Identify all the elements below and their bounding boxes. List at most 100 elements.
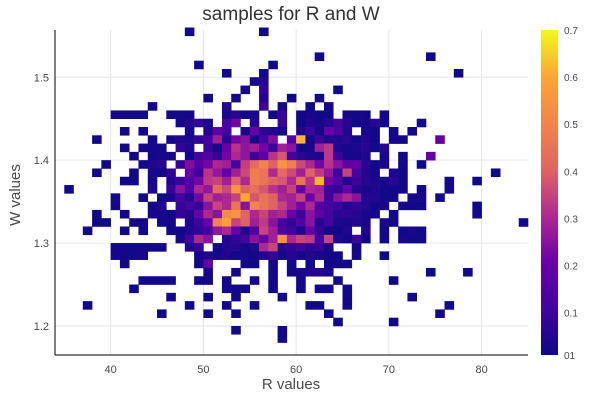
heatmap-cell (175, 193, 186, 202)
heatmap-cell (268, 151, 278, 161)
heatmap-cell (231, 193, 241, 202)
heatmap-cell (212, 143, 223, 153)
heatmap-cell (361, 185, 371, 194)
heatmap-cell (119, 143, 130, 153)
heatmap-cell (259, 251, 269, 260)
heatmap-cell (110, 243, 121, 252)
heatmap-cell (147, 160, 158, 169)
heatmap-cell (194, 118, 204, 128)
heatmap-cell (379, 160, 390, 169)
heatmap-cell (231, 218, 241, 227)
heatmap-cell (221, 143, 232, 153)
heatmap-cell (286, 168, 297, 178)
heatmap-cell (119, 259, 130, 269)
heatmap-cell (277, 110, 288, 120)
heatmap-cell (203, 218, 213, 227)
heatmap-cell (398, 135, 408, 144)
heatmap-cell (314, 301, 325, 310)
heatmap-cell (305, 185, 315, 194)
heatmap-cell (277, 143, 288, 153)
heatmap-cell (184, 234, 195, 244)
heatmap-cell (249, 110, 260, 120)
heatmap-cell (398, 168, 408, 178)
heatmap-cell (249, 301, 260, 310)
heatmap-cell (416, 160, 427, 169)
heatmap-cell (425, 267, 436, 277)
heatmap-cell (231, 151, 241, 161)
heatmap-cell (342, 226, 353, 236)
x-tick-label: 50 (197, 364, 209, 376)
heatmap-cell (184, 209, 195, 219)
heatmap-cell (379, 118, 390, 128)
heatmap-cell (490, 168, 501, 178)
heatmap-cell (212, 176, 223, 186)
heatmap-cell (333, 234, 343, 244)
heatmap-cell (259, 243, 269, 252)
heatmap-cell (203, 259, 213, 269)
heatmap-cell (379, 234, 390, 244)
heatmap-cell (259, 234, 269, 244)
heatmap-cell (351, 201, 362, 211)
heatmap-cell (323, 135, 334, 144)
x-tick-label: 70 (383, 364, 395, 376)
heatmap-cell (342, 259, 353, 269)
heatmap-cell (305, 218, 315, 227)
heatmap-cell (305, 193, 315, 202)
heatmap-cell (221, 102, 232, 111)
x-tick-label: 40 (105, 364, 117, 376)
heatmap-cell (184, 110, 195, 120)
heatmap-cell (268, 127, 278, 136)
heatmap-cell (138, 243, 149, 252)
heatmap-cell (314, 234, 325, 244)
heatmap-cell (286, 185, 297, 194)
heatmap-cell (314, 135, 325, 144)
heatmap-cell (240, 243, 251, 252)
heatmap-cell (221, 176, 232, 186)
heatmap-cell (157, 160, 167, 169)
heatmap-cell (323, 110, 334, 120)
heatmap-cell (305, 259, 315, 269)
heatmap-cell (314, 193, 325, 202)
heatmap-cell (231, 135, 241, 144)
heatmap-cell (268, 143, 278, 153)
heatmap-cell (157, 309, 167, 318)
heatmap-cell (314, 201, 325, 211)
heatmap-cell (166, 135, 176, 144)
heatmap-cell (361, 176, 371, 186)
heatmap-cell (268, 201, 278, 211)
heatmap-cell (240, 234, 251, 244)
heatmap-cell (333, 201, 343, 211)
heatmap-cell (119, 127, 130, 136)
heatmap-cell (240, 135, 251, 144)
heatmap-cell (221, 301, 232, 310)
heatmap-cell (249, 226, 260, 236)
heatmap-cell (314, 110, 325, 120)
heatmap-cell (259, 160, 269, 169)
heatmap-cell (203, 176, 213, 186)
heatmap-cell (92, 218, 102, 227)
heatmap-cell (175, 118, 186, 128)
heatmap-cell (184, 301, 195, 310)
heatmap-cell (286, 267, 297, 277)
heatmap-cell (286, 234, 297, 244)
heatmap-cell (203, 292, 213, 302)
heatmap-cell (305, 118, 315, 128)
heatmap-cell (388, 218, 399, 227)
heatmap-cell (268, 276, 278, 285)
heatmap-cell (305, 209, 315, 219)
heatmap-cell (370, 209, 380, 219)
heatmap-cell (323, 309, 334, 318)
heatmap-cell (398, 226, 408, 236)
heatmap-cell (472, 176, 482, 186)
heatmap-cell (268, 185, 278, 194)
heatmap-cell (221, 201, 232, 211)
heatmap-cell (166, 276, 176, 285)
heatmap-cell (175, 185, 186, 194)
colorbar-tick-label: 01 (564, 351, 576, 362)
heatmap-cell (361, 193, 371, 202)
heatmap-cell (221, 234, 232, 244)
heatmap-cell (314, 127, 325, 136)
heatmap-cell (333, 218, 343, 227)
heatmap-cell (444, 176, 455, 186)
heatmap-cell (249, 77, 260, 86)
